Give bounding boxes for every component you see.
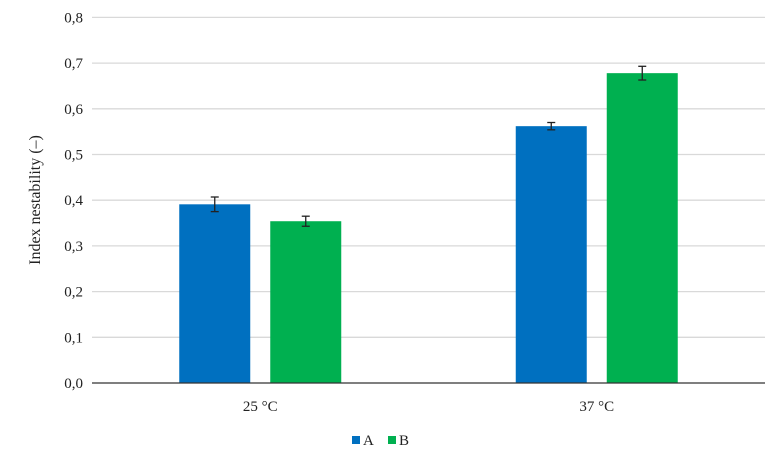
y-tick-label: 0,1 bbox=[64, 330, 83, 346]
y-tick-label: 0,6 bbox=[64, 102, 83, 118]
y-tick-label: 0,2 bbox=[64, 285, 83, 301]
y-tick-label: 0,4 bbox=[64, 193, 83, 209]
legend-swatch-B bbox=[388, 436, 396, 444]
bar-B bbox=[270, 221, 342, 383]
legend-label: A bbox=[363, 433, 374, 449]
y-tick-label: 0,7 bbox=[64, 56, 83, 72]
bar-A bbox=[515, 126, 587, 383]
legend-label: B bbox=[399, 433, 409, 449]
x-tick-label: 37 °C bbox=[579, 399, 614, 415]
y-tick-label: 0,8 bbox=[64, 10, 83, 26]
bar-B bbox=[606, 73, 678, 384]
y-tick-label: 0,3 bbox=[64, 239, 83, 255]
y-tick-label: 0,0 bbox=[64, 376, 83, 392]
bar-A bbox=[179, 204, 251, 383]
y-axis-label: Index nestability (–) bbox=[27, 135, 44, 265]
y-tick-label: 0,5 bbox=[64, 148, 83, 164]
legend-swatch-A bbox=[352, 436, 360, 444]
x-tick-label: 25 °C bbox=[243, 399, 278, 415]
